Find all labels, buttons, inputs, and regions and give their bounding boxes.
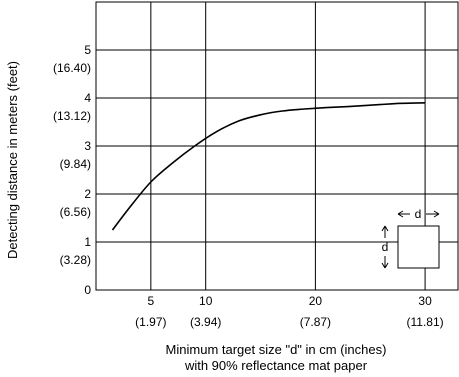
y-tick-sublabel-5: (16.40) — [53, 61, 91, 75]
y-tick-sublabel-3: (9.84) — [60, 157, 91, 171]
x-axis-label-line-2: with 90% reflectance mat paper — [184, 358, 368, 373]
inset-height-label: d — [382, 240, 389, 254]
y-tick-label-3: 3 — [84, 139, 91, 153]
x-tick-label-5: 5 — [148, 294, 155, 308]
x-axis-label-line-1: Minimum target size "d" in cm (inches) — [166, 342, 387, 357]
x-tick-sublabel-5: (1.97) — [135, 315, 166, 329]
x-tick-label-10: 10 — [199, 294, 213, 308]
series-line — [111, 102, 426, 231]
y-tick-label-0: 0 — [84, 283, 91, 297]
x-tick-label-30: 30 — [418, 294, 432, 308]
y-axis-ticks: 0 1 (3.28) 2 (6.56) 3 (9.84) 4 (13.12) 5 (16.40) — [53, 43, 91, 297]
y-tick-sublabel-2: (6.56) — [60, 205, 91, 219]
x-tick-sublabel-30: (11.81) — [407, 315, 444, 329]
plot-frame — [95, 1, 459, 291]
x-tick-sublabel-20: (7.87) — [300, 315, 331, 329]
x-axis-ticks: 5 (1.97) 10 (3.94) 20 (7.87) 30 (11.81) — [135, 294, 443, 329]
x-tick-label-20: 20 — [309, 294, 323, 308]
inset-width-label: d — [415, 207, 422, 221]
target-square — [397, 225, 440, 269]
y-axis-label: Detecting distance in meters (feet) — [5, 61, 20, 259]
y-tick-label-1: 1 — [84, 235, 91, 249]
target-size-inset: d d — [381, 207, 440, 269]
y-tick-label-2: 2 — [84, 187, 91, 201]
inset-vertical-arrowhead-bottom — [381, 262, 389, 269]
inset-vertical-arrowhead-top — [381, 225, 389, 232]
y-tick-label-4: 4 — [84, 91, 91, 105]
y-tick-label-5: 5 — [84, 43, 91, 57]
y-tick-sublabel-1: (3.28) — [60, 253, 91, 267]
inset-horizontal-arrowhead-left — [397, 210, 404, 218]
y-tick-sublabel-4: (13.12) — [53, 109, 91, 123]
inset-horizontal-arrowhead-right — [433, 210, 440, 218]
grid-lines — [96, 2, 458, 290]
x-tick-sublabel-10: (3.94) — [190, 315, 221, 329]
